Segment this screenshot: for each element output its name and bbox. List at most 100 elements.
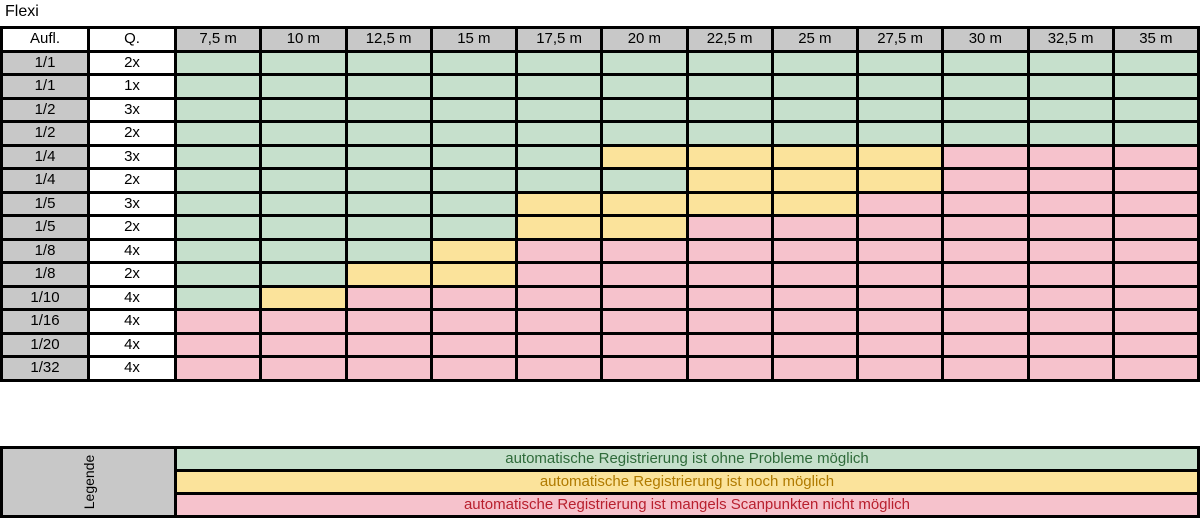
status-cell-red (941, 167, 1030, 194)
row-aufl: 1/20 (0, 331, 90, 358)
status-cell-red (514, 284, 604, 311)
status-cell-green (855, 73, 945, 100)
status-cell-red (1111, 331, 1200, 358)
status-cell-green (173, 49, 263, 76)
status-cell-red (770, 308, 860, 335)
status-cell-red (1026, 355, 1115, 382)
status-cell-green (600, 96, 689, 123)
status-cell-green (1111, 96, 1200, 123)
status-cell-green (173, 167, 263, 194)
status-cell-yellow (770, 167, 860, 194)
status-cell-red (1111, 190, 1200, 217)
status-cell-red (1026, 167, 1115, 194)
status-cell-green (173, 214, 263, 241)
status-cell-green (259, 120, 348, 147)
status-cell-green (855, 120, 945, 147)
status-cell-red (685, 308, 774, 335)
status-cell-red (1026, 284, 1115, 311)
status-cell-yellow (685, 190, 774, 217)
status-cell-green (1026, 49, 1115, 76)
header-distance: 17,5 m (514, 26, 604, 53)
status-cell-green (259, 214, 348, 241)
status-cell-green (344, 167, 433, 194)
registration-grid: Aufl. Q. 7,5 m 10 m 12,5 m 15 m 17,5 m 20 m 22… (0, 26, 1200, 424)
page-title: Flexi (5, 3, 39, 20)
status-cell-red (600, 261, 689, 288)
status-cell-red (855, 331, 945, 358)
status-cell-green (344, 49, 433, 76)
status-cell-yellow (855, 167, 945, 194)
status-cell-green (514, 49, 604, 76)
status-cell-green (344, 214, 433, 241)
status-cell-green (259, 96, 348, 123)
status-cell-green (855, 49, 945, 76)
status-cell-green (600, 73, 689, 100)
row-aufl: 1/10 (0, 284, 90, 311)
legend-red: automatische Registrierung ist mangels S… (174, 492, 1200, 518)
status-cell-green (429, 143, 519, 170)
status-cell-green (259, 237, 348, 264)
status-cell-yellow (770, 143, 860, 170)
status-cell-green (173, 73, 263, 100)
status-cell-red (600, 331, 689, 358)
status-cell-red (514, 355, 604, 382)
table-row: 1/2 2x (0, 120, 1200, 147)
status-cell-green (344, 73, 433, 100)
row-q: 4x (87, 355, 177, 382)
row-q: 2x (87, 49, 177, 76)
status-cell-green (941, 49, 1030, 76)
status-cell-red (855, 190, 945, 217)
status-cell-red (685, 355, 774, 382)
status-cell-green (1026, 96, 1115, 123)
row-aufl: 1/16 (0, 308, 90, 335)
status-cell-red (941, 261, 1030, 288)
status-cell-yellow (600, 214, 689, 241)
status-cell-red (1026, 214, 1115, 241)
status-cell-red (941, 190, 1030, 217)
header-row: Aufl. Q. 7,5 m 10 m 12,5 m 15 m 17,5 m 20 m 22… (0, 26, 1200, 53)
status-cell-red (173, 355, 263, 382)
status-cell-red (941, 308, 1030, 335)
table-row: 1/32 4x (0, 355, 1200, 382)
legend-green: automatische Registrierung ist ohne Prob… (174, 446, 1200, 472)
status-cell-green (1111, 49, 1200, 76)
status-cell-red (1111, 355, 1200, 382)
legend: Legende automatische Registrierung ist o… (0, 446, 1200, 518)
header-aufl: Aufl. (0, 26, 90, 53)
status-cell-green (1111, 120, 1200, 147)
table-row: 1/10 4x (0, 284, 1200, 311)
legend-title: Legende (80, 454, 97, 510)
header-distance: 32,5 m (1026, 26, 1115, 53)
status-cell-green (600, 49, 689, 76)
status-cell-red (941, 214, 1030, 241)
status-cell-green (514, 167, 604, 194)
status-cell-red (1111, 308, 1200, 335)
status-cell-green (685, 96, 774, 123)
row-aufl: 1/2 (0, 96, 90, 123)
status-cell-red (1026, 237, 1115, 264)
status-cell-yellow (685, 167, 774, 194)
status-cell-red (1111, 167, 1200, 194)
table-row: 1/4 3x (0, 143, 1200, 170)
row-aufl: 1/32 (0, 355, 90, 382)
status-cell-red (941, 143, 1030, 170)
row-q: 1x (87, 73, 177, 100)
row-q: 3x (87, 143, 177, 170)
status-cell-green (600, 167, 689, 194)
status-cell-red (685, 331, 774, 358)
status-cell-red (514, 261, 604, 288)
row-aufl: 1/5 (0, 190, 90, 217)
status-cell-red (600, 237, 689, 264)
status-cell-yellow (685, 143, 774, 170)
table-row: 1/20 4x (0, 331, 1200, 358)
status-cell-green (429, 214, 519, 241)
status-cell-green (770, 73, 860, 100)
row-aufl: 1/5 (0, 214, 90, 241)
status-cell-red (941, 355, 1030, 382)
status-cell-red (1111, 237, 1200, 264)
status-cell-green (514, 120, 604, 147)
row-aufl: 1/8 (0, 261, 90, 288)
row-q: 2x (87, 167, 177, 194)
header-distance: 15 m (429, 26, 519, 53)
row-q: 3x (87, 190, 177, 217)
